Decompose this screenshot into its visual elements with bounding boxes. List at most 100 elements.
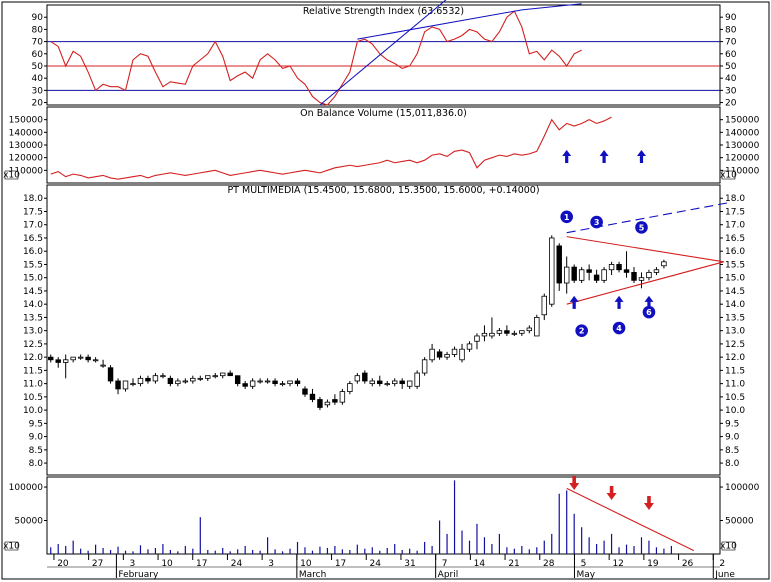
candle-body-12 <box>137 377 144 385</box>
y-tick-label: 13.5 <box>23 313 43 323</box>
candle-body-31 <box>279 383 286 386</box>
marker-label: 1 <box>564 213 570 222</box>
candle-body-81 <box>653 269 660 273</box>
obv-multiplier: x10 <box>3 171 20 181</box>
candle-body-64 <box>526 327 533 332</box>
candle-body-46 <box>391 380 398 385</box>
x-day-label: 5 <box>581 559 587 569</box>
x-day-label: 21 <box>508 559 519 569</box>
x-day-label: 10 <box>300 559 312 569</box>
y-tick-label: 100000 <box>725 483 760 493</box>
y-tick-label: 130000 <box>9 141 44 151</box>
rsi-trendline-1 <box>357 9 522 40</box>
y-tick-label: 17.5 <box>725 207 745 217</box>
y-tick-label: 50000 <box>14 517 43 527</box>
candle-body-37 <box>324 401 331 406</box>
rsi-line <box>50 10 582 106</box>
y-tick-label: 13.0 <box>23 327 43 337</box>
x-day-label: 27 <box>92 559 103 569</box>
candle-body-23 <box>220 372 226 377</box>
resistance-projection-line <box>566 201 732 234</box>
obv-up-arrow-1 <box>599 150 609 163</box>
y-tick-label: 13.5 <box>725 313 745 323</box>
volume-multiplier-box <box>4 541 19 551</box>
candle-body-77 <box>623 269 630 273</box>
candle-body-51 <box>429 348 435 361</box>
y-tick-label: 16.0 <box>725 247 745 257</box>
y-tick-label: 15.0 <box>725 274 745 284</box>
x-day-label: 26 <box>682 559 694 569</box>
y-tick-label: 140000 <box>9 128 44 138</box>
y-tick-label: 150000 <box>9 116 44 126</box>
candle-body-43 <box>369 380 376 385</box>
y-tick-label: 16.5 <box>725 234 745 244</box>
y-tick-label: 40 <box>725 74 737 84</box>
y-tick-label: 15.5 <box>725 260 745 270</box>
candle-body-45 <box>384 383 390 386</box>
candle-body-69 <box>563 266 570 284</box>
candle-body-72 <box>586 269 592 273</box>
y-tick-label: 14.0 <box>725 300 745 310</box>
candle-body-79 <box>638 277 645 281</box>
y-tick-label: 30 <box>725 86 737 96</box>
candle-body-63 <box>519 330 525 334</box>
rsi-trendline-2 <box>521 3 582 11</box>
candle-body-41 <box>354 375 361 382</box>
candle-body-26 <box>242 383 248 387</box>
price-up-arrow-1 <box>614 295 624 309</box>
candle-body-33 <box>294 380 301 385</box>
marker-circle-4 <box>612 321 626 335</box>
candle-body-16 <box>167 377 174 385</box>
y-tick-label: 12.5 <box>23 340 43 350</box>
candle-body-73 <box>593 274 600 281</box>
y-tick-label: 80 <box>725 25 737 35</box>
y-tick-label: 8.0 <box>29 459 44 469</box>
marker-circle-6 <box>642 305 656 319</box>
y-tick-label: 14.5 <box>725 287 745 297</box>
y-tick-label: 120000 <box>9 154 44 164</box>
x-day-label: 19 <box>647 559 659 569</box>
candle-body-66 <box>541 295 547 316</box>
volume-down-arrow-2 <box>643 496 654 510</box>
price-title: PT MULTIMEDIA (15.4500, 15.6800, 15.3500… <box>227 185 539 196</box>
y-tick-label: 8.0 <box>725 459 740 469</box>
y-tick-label: 17.0 <box>725 221 745 231</box>
y-tick-label: 90 <box>32 13 44 23</box>
candle-body-62 <box>511 332 518 335</box>
y-tick-label: 14.5 <box>23 287 43 297</box>
obv-line <box>50 116 612 180</box>
y-tick-label: 120000 <box>725 154 760 164</box>
x-month-label: May <box>576 570 595 580</box>
candle-body-40 <box>347 383 353 392</box>
triangle-lower-line <box>566 261 724 305</box>
candle-body-24 <box>227 372 233 377</box>
marker-circle-3 <box>590 215 603 229</box>
volume-multiplier: x10 <box>3 542 20 552</box>
x-day-label: 24 <box>370 559 382 569</box>
candle-body-68 <box>556 245 562 284</box>
x-month-label: February <box>118 570 159 580</box>
y-tick-label: 12.0 <box>23 353 43 363</box>
candle-body-18 <box>182 380 189 383</box>
y-tick-label: 11.5 <box>725 366 745 376</box>
candle-body-71 <box>578 269 585 281</box>
candle-body-30 <box>272 380 278 385</box>
candle-body-25 <box>234 375 241 385</box>
y-tick-label: 17.5 <box>23 207 43 217</box>
marker-label: 5 <box>639 223 645 232</box>
candle-body-10 <box>122 380 129 390</box>
candle-body-58 <box>481 332 488 337</box>
candle-body-1 <box>55 359 61 363</box>
y-tick-label: 130000 <box>725 141 760 151</box>
y-tick-label: 60 <box>32 50 44 60</box>
candle-body-42 <box>362 372 368 382</box>
candle-body-82 <box>661 261 667 267</box>
candle-body-9 <box>115 380 121 390</box>
y-tick-label: 110000 <box>725 166 760 176</box>
candle-body-22 <box>212 375 218 378</box>
y-tick-label: 50 <box>725 62 737 72</box>
x-day-label: 28 <box>543 559 555 569</box>
